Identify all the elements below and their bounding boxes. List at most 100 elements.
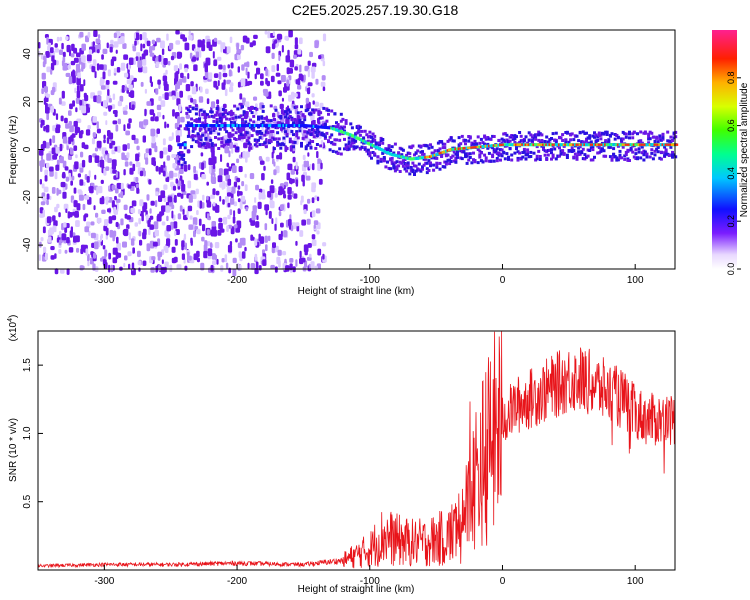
spectrogram-cell [146, 194, 150, 201]
spectrogram-cell [57, 189, 62, 195]
spectrogram-cell [422, 152, 426, 156]
spectrogram-cell [319, 111, 323, 115]
spectrogram-cell [49, 138, 52, 146]
spectrogram-cell [199, 127, 203, 131]
spectrogram-cell [204, 64, 208, 73]
spectrogram-cell [358, 147, 362, 151]
spectrogram-cell [148, 148, 152, 156]
spectrogram-cell [196, 257, 200, 263]
spectrogram-cell [604, 130, 608, 134]
spectrogram-cell [189, 52, 193, 59]
spectrogram-cell [492, 135, 496, 138]
spectrogram-cell [229, 197, 235, 205]
spectrogram-cell [288, 68, 293, 74]
spectrogram-cell [135, 56, 139, 61]
spectrogram-cell [230, 62, 234, 69]
spectrogram-cell [424, 161, 428, 165]
spectrogram-cell [191, 86, 197, 95]
spectrogram-cell [219, 183, 223, 188]
spectrogram-cell [95, 212, 99, 218]
spectrogram-cell [40, 201, 46, 206]
spectrogram-cell [507, 155, 510, 159]
spectrogram-cell [618, 156, 622, 160]
spectrogram-cell [446, 139, 450, 143]
spectrogram-cell [228, 69, 232, 77]
spectrogram-cell [298, 118, 302, 122]
spectrogram-cell [307, 87, 311, 95]
spectrogram-cell [167, 60, 171, 66]
spectrogram-cell [99, 79, 104, 87]
spectrogram-cell [254, 238, 258, 246]
spectrogram-y-tick-label: 40 [22, 48, 33, 60]
spectrogram-cell [252, 125, 256, 129]
spectrogram-cell [170, 55, 175, 61]
spectrogram-cell [567, 149, 571, 153]
spectrogram-cell [128, 232, 131, 241]
spectrogram-cell [96, 217, 102, 223]
spectrogram-cell [172, 109, 175, 117]
spectrogram-cell [306, 218, 311, 225]
spectrogram-cell [569, 133, 573, 137]
spectrogram-cell [647, 141, 651, 145]
spectrogram-cell [258, 192, 262, 200]
spectrogram-cell [247, 136, 251, 140]
spectrogram-cell [288, 140, 292, 144]
spectrogram-cell [229, 134, 233, 138]
spectrogram-cell [220, 265, 224, 272]
spectrogram-cell [242, 113, 246, 117]
spectrogram-cell [491, 134, 495, 138]
spectrogram-cell [591, 134, 595, 138]
spectrogram-cell [145, 214, 149, 221]
spectrogram-cell [150, 116, 155, 122]
spectrogram-cell [516, 156, 520, 160]
spectrogram-cell [254, 61, 258, 66]
spectrogram-cell [374, 145, 378, 149]
spectrogram-cell [95, 38, 101, 44]
spectrogram-cell [125, 130, 130, 136]
spectrogram-cell [349, 144, 353, 148]
spectrogram-cell [188, 124, 192, 128]
spectrogram-cell [545, 135, 549, 139]
spectrogram-cell [311, 124, 315, 128]
spectrogram-cell [97, 186, 103, 194]
spectrogram-cell [656, 140, 660, 144]
spectrogram-cell [280, 204, 285, 211]
spectrogram-cell [310, 66, 316, 73]
spectrogram-cell [535, 157, 539, 161]
spectrogram-cell [121, 152, 125, 160]
spectrogram-cell [269, 139, 273, 143]
spectrogram-cell [218, 119, 222, 123]
spectrogram-cell [333, 112, 337, 116]
spectrogram-cell [164, 245, 169, 253]
spectrogram-cell [290, 140, 294, 144]
spectrogram-cell [550, 148, 553, 152]
spectrogram-cell [661, 136, 665, 140]
spectrogram-cell [208, 165, 212, 174]
spectrogram-cell [373, 138, 377, 142]
spectrogram-cell [575, 134, 579, 138]
spectrogram-cell [263, 141, 267, 145]
spectrogram-cell [43, 55, 47, 61]
spectrogram-cell [112, 232, 116, 240]
spectrogram-cell [109, 229, 114, 238]
spectrogram-cell [247, 124, 251, 128]
spectrogram-cell [444, 154, 448, 158]
spectrogram-cell [64, 249, 68, 254]
spectrogram-cell [478, 145, 482, 149]
spectrogram-cell [218, 64, 223, 70]
spectrogram-cell [227, 224, 233, 229]
spectrogram-cell [186, 121, 190, 125]
spectrogram-cell [45, 124, 50, 133]
spectrogram-cell [158, 264, 161, 272]
spectrogram-cell [546, 153, 550, 157]
spectrogram-cell [406, 151, 410, 155]
spectrogram-cell [178, 145, 182, 149]
spectrogram-cell [250, 124, 254, 128]
spectrogram-cell [208, 72, 213, 80]
spectrogram-cell [550, 157, 553, 161]
spectrogram-cell [171, 246, 176, 253]
spectrogram-cell [651, 143, 655, 147]
spectrogram-cell [336, 151, 340, 155]
spectrogram-cell [212, 201, 216, 207]
spectrogram-cell [671, 139, 674, 142]
